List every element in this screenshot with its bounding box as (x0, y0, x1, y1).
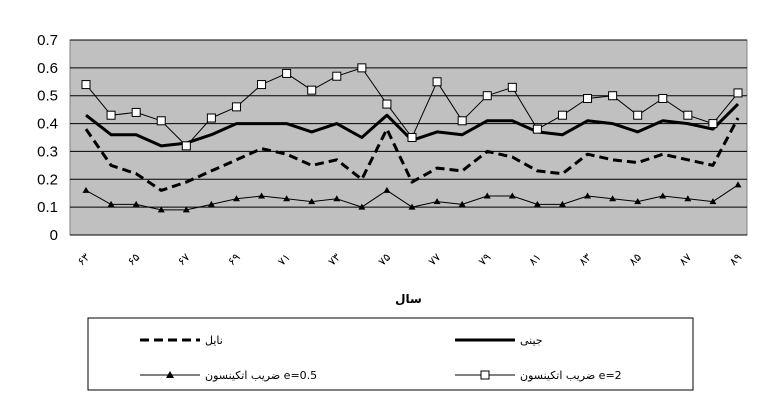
y-tick-label: 0.4 (37, 116, 58, 133)
data-point-triangle (383, 186, 391, 193)
data-point-square (658, 94, 668, 103)
y-tick-label: 0.7 (37, 32, 58, 49)
legend-label-nayel: نایل (205, 334, 223, 347)
data-point-square (307, 85, 317, 95)
data-point-triangle (157, 206, 165, 213)
data-point-triangle (558, 200, 566, 207)
x-axis-label: سال (395, 292, 422, 306)
data-point-square (532, 124, 542, 134)
data-point-triangle (609, 195, 617, 202)
data-point-square (81, 80, 91, 90)
data-point-triangle (508, 192, 516, 199)
data-point-triangle (182, 206, 190, 213)
data-point-square (332, 71, 342, 81)
data-point-triangle (709, 198, 717, 205)
legend-label-gini: جینی (520, 334, 543, 347)
data-point-triangle (584, 192, 592, 199)
y-tick-label: 0 (50, 227, 58, 244)
data-point-square (382, 99, 392, 109)
data-point-triangle (207, 200, 215, 207)
legend-label-atkinson-2: ضریب اتکینسون e=2 (520, 369, 622, 382)
data-point-square (683, 110, 693, 120)
data-point-square (131, 107, 141, 117)
data-point-square (206, 113, 216, 123)
y-tick-label: 0.2 (37, 171, 58, 188)
y-tick-label: 0.1 (37, 199, 58, 216)
data-point-square (181, 141, 191, 151)
y-axis-ticks: 0 0.1 0.2 0.3 0.4 0.5 0.6 0.7 (37, 32, 58, 244)
data-point-triangle (433, 198, 441, 205)
data-point-triangle (684, 195, 692, 202)
data-point-triangle (308, 198, 316, 205)
data-point-triangle (107, 200, 115, 207)
data-point-square (633, 110, 643, 120)
data-point-triangle (734, 181, 742, 188)
data-point-square (507, 82, 517, 92)
data-point-square (257, 80, 267, 90)
legend-triangle-marker (166, 371, 174, 378)
data-point-square (407, 133, 417, 142)
data-point-triangle (333, 195, 341, 202)
legend-label-atkinson-05: ضریب اتکینسون e=0.5 (205, 369, 317, 382)
data-point-square (583, 94, 593, 103)
data-point-square (357, 63, 367, 73)
legend-square-marker (480, 370, 490, 380)
y-tick-label: 0.5 (37, 88, 58, 105)
y-tick-label: 0.6 (37, 60, 58, 77)
data-point-square (482, 91, 492, 101)
data-point-square (156, 116, 166, 126)
data-point-triangle (132, 200, 140, 207)
series-lines (81, 63, 743, 213)
data-point-square (231, 102, 241, 112)
data-point-square (733, 88, 743, 98)
data-point-triangle (458, 200, 466, 207)
y-tick-label: 0.3 (37, 143, 58, 160)
data-point-triangle (358, 203, 366, 210)
data-point-square (457, 116, 467, 126)
data-point-triangle (408, 203, 416, 210)
data-point-square (282, 68, 292, 78)
data-point-triangle (283, 195, 291, 202)
data-point-square (608, 91, 618, 101)
data-point-triangle (659, 192, 667, 199)
data-point-triangle (483, 192, 491, 199)
data-point-triangle (258, 192, 266, 199)
data-point-square (557, 110, 567, 120)
gridlines (70, 39, 747, 236)
series-line-dashed (84, 117, 740, 192)
legend: نایل جینی ضریب اتکینسون e=0.5 ضریب اتکین… (87, 317, 694, 391)
data-point-triangle (533, 200, 541, 207)
data-point-square (708, 119, 718, 129)
data-point-square (106, 110, 116, 120)
data-point-triangle (82, 186, 90, 193)
data-point-triangle (634, 198, 642, 205)
legend-box (87, 317, 694, 391)
data-point-square (432, 77, 442, 87)
data-point-triangle (232, 195, 240, 202)
